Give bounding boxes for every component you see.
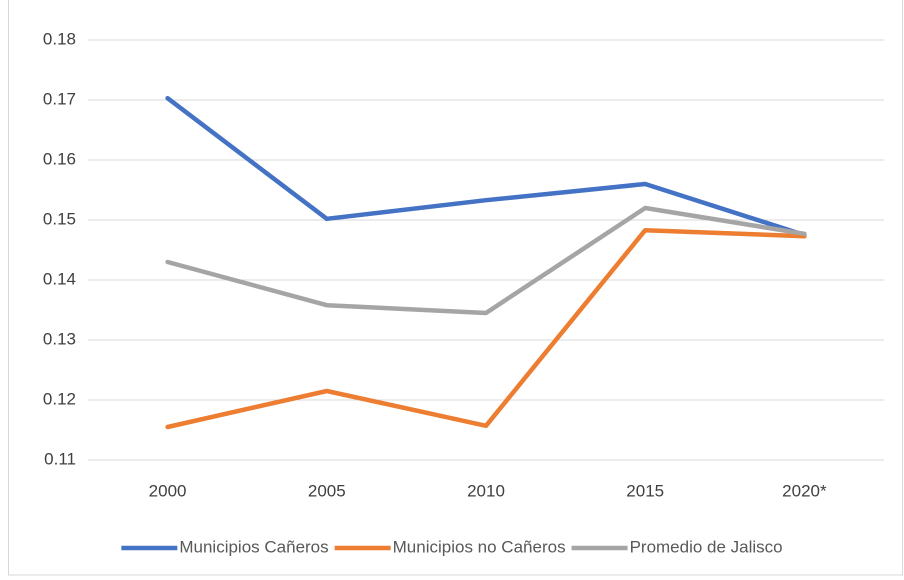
x-tick-label: 2005	[308, 481, 346, 500]
chart-frame	[8, 0, 903, 576]
legend-text: Promedio de Jalisco	[630, 537, 783, 556]
y-tick-label: 0.16	[43, 149, 76, 168]
series-line	[165, 95, 807, 238]
y-tick-label: 0.13	[43, 329, 76, 348]
series-line	[165, 205, 807, 316]
x-tick-label: 2020*	[782, 481, 827, 500]
x-tick-label: 2000	[149, 481, 187, 500]
y-tick-label: 0.12	[43, 389, 76, 408]
y-tick-label: 0.14	[43, 269, 76, 288]
x-tick-label: 2015	[626, 481, 664, 500]
legend-text: Municipios no Cañeros	[393, 537, 566, 556]
x-tick-label: 2010	[467, 481, 505, 500]
y-tick-label: 0.11	[44, 449, 76, 468]
y-tick-label: 0.15	[43, 209, 76, 228]
y-tick-label: 0.18	[43, 29, 76, 48]
legend-text: Municipios Cañeros	[179, 537, 328, 556]
y-tick-label: 0.17	[43, 89, 76, 108]
series-line	[165, 227, 807, 430]
